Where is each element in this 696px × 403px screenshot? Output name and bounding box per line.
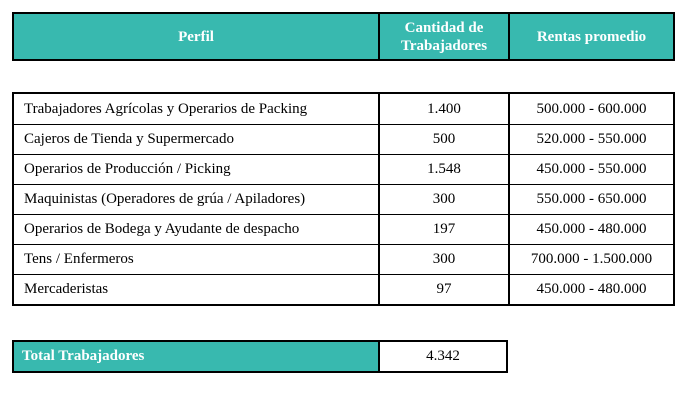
cell-rentas: 550.000 - 650.000 xyxy=(508,185,673,214)
total-label: Total Trabajadores xyxy=(14,342,378,371)
cell-rentas: 500.000 - 600.000 xyxy=(508,94,673,124)
cell-perfil: Operarios de Producción / Picking xyxy=(24,161,231,177)
cell-cantidad: 197 xyxy=(378,215,508,244)
cell-rentas: 700.000 - 1.500.000 xyxy=(508,245,673,274)
cell-perfil: Operarios de Bodega y Ayudante de despac… xyxy=(24,221,300,237)
table-row: Maquinistas (Operadores de grúa / Apilad… xyxy=(14,184,673,214)
cell-perfil: Cajeros de Tienda y Supermercado xyxy=(24,131,234,147)
cell-perfil: Tens / Enfermeros xyxy=(24,251,134,267)
cell-rentas: 450.000 - 550.000 xyxy=(508,155,673,184)
cell-perfil: Mercaderistas xyxy=(24,281,109,297)
table-row: Tens / Enfermeros 300 700.000 - 1.500.00… xyxy=(14,244,673,274)
cell-cantidad: 97 xyxy=(378,275,508,304)
header-cell-rentas: Rentas promedio xyxy=(508,14,673,59)
table-body: Trabajadores Agrícolas y Operarios de Pa… xyxy=(12,92,675,306)
cell-perfil: Maquinistas (Operadores de grúa / Apilad… xyxy=(24,191,306,207)
table-row: Trabajadores Agrícolas y Operarios de Pa… xyxy=(14,94,673,124)
header-cell-cantidad: Cantidad de Trabajadores xyxy=(378,14,508,59)
table-row: Operarios de Bodega y Ayudante de despac… xyxy=(14,214,673,244)
cell-cantidad: 1.400 xyxy=(378,94,508,124)
total-value: 4.342 xyxy=(378,342,506,371)
table-row: Cajeros de Tienda y Supermercado 500 520… xyxy=(14,124,673,154)
table-row: Mercaderistas 97 450.000 - 480.000 xyxy=(14,274,673,304)
table-row: Operarios de Producción / Picking 1.548 … xyxy=(14,154,673,184)
cell-cantidad: 1.548 xyxy=(378,155,508,184)
header-cell-perfil: Perfil xyxy=(178,28,214,45)
cell-cantidad: 500 xyxy=(378,125,508,154)
cell-rentas: 520.000 - 550.000 xyxy=(508,125,673,154)
cell-rentas: 450.000 - 480.000 xyxy=(508,275,673,304)
cell-cantidad: 300 xyxy=(378,185,508,214)
table-header-row: Perfil Cantidad de Trabajadores Rentas p… xyxy=(12,12,675,61)
cell-cantidad: 300 xyxy=(378,245,508,274)
cell-rentas: 450.000 - 480.000 xyxy=(508,215,673,244)
total-row: Total Trabajadores 4.342 xyxy=(12,340,508,373)
cell-perfil: Trabajadores Agrícolas y Operarios de Pa… xyxy=(24,100,308,117)
